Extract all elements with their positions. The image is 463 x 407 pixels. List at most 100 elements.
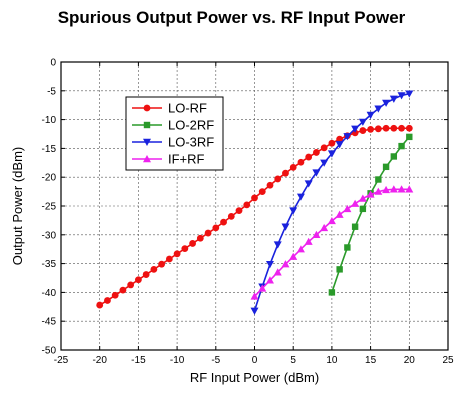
data-point-lo-3rf — [304, 180, 313, 188]
data-point-lo-rf — [251, 194, 258, 202]
data-point-if+rf — [327, 216, 336, 225]
x-tick-label: -10 — [170, 355, 185, 366]
x-tick-label: 20 — [404, 355, 416, 366]
data-point-lo-3rf — [366, 111, 375, 119]
data-point-if+rf — [405, 185, 414, 193]
data-point-lo-rf — [173, 250, 181, 258]
y-tick-label: -10 — [42, 115, 57, 126]
data-point-lo-rf — [374, 125, 382, 133]
data-point-lo-3rf — [397, 92, 406, 100]
data-point-lo-rf — [258, 188, 266, 196]
y-tick-label: -50 — [42, 346, 57, 357]
data-point-lo-rf — [227, 212, 235, 220]
data-point-if+rf — [389, 185, 398, 193]
data-point-lo-3rf — [358, 118, 367, 126]
x-tick-label: 0 — [252, 355, 258, 366]
data-point-lo-rf — [127, 281, 135, 289]
data-point-lo-rf — [382, 124, 390, 132]
data-point-lo-rf — [119, 286, 127, 294]
data-point-lo-rf — [266, 181, 274, 189]
data-point-lo-3rf — [250, 307, 259, 315]
data-point-lo-3rf — [382, 99, 391, 107]
data-point-lo-rf — [336, 135, 344, 143]
data-point-lo-rf — [367, 125, 374, 133]
data-point-lo-rf — [274, 175, 282, 183]
data-point-if+rf — [281, 260, 290, 268]
x-tick-label: -5 — [211, 355, 220, 366]
data-point-lo-rf — [158, 260, 166, 268]
legend-label-lo-rf: LO-RF — [168, 101, 207, 116]
y-tick-label: -30 — [42, 230, 57, 241]
x-tick-label: -15 — [131, 355, 146, 366]
y-tick-label: -15 — [42, 144, 57, 155]
legend-marker-lo-3rf — [143, 138, 151, 146]
data-point-lo-rf — [320, 144, 328, 152]
data-point-lo-2rf — [359, 205, 367, 213]
data-point-if+rf — [351, 199, 360, 207]
data-point-if+rf — [258, 284, 267, 292]
data-point-lo-2rf — [344, 244, 351, 251]
data-point-lo-rf — [189, 240, 196, 247]
y-tick-label: -35 — [42, 259, 57, 270]
data-point-lo-3rf — [296, 193, 305, 201]
x-tick-label: -20 — [92, 355, 107, 366]
data-point-lo-3rf — [281, 223, 290, 231]
data-point-lo-rf — [135, 276, 142, 284]
data-point-if+rf — [343, 204, 352, 213]
data-point-if+rf — [397, 185, 406, 193]
legend-label-lo-3rf: LO-3RF — [168, 135, 214, 150]
data-point-lo-rf — [313, 149, 320, 156]
chart-title: Spurious Output Power vs. RF Input Power — [57, 8, 406, 27]
y-tick-label: 0 — [50, 58, 56, 69]
legend-marker-lo-2rf — [143, 121, 151, 129]
data-point-if+rf — [289, 252, 298, 260]
x-tick-label: 10 — [326, 355, 338, 366]
data-point-lo-rf — [405, 124, 413, 132]
data-point-lo-3rf — [312, 169, 321, 177]
data-point-if+rf — [320, 223, 329, 232]
data-point-lo-3rf — [265, 260, 274, 269]
data-point-lo-3rf — [327, 150, 336, 158]
data-point-lo-rf — [142, 271, 150, 278]
y-tick-label: -25 — [42, 202, 57, 213]
data-point-if+rf — [296, 245, 305, 253]
data-point-lo-2rf — [382, 163, 390, 171]
data-point-lo-rf — [150, 265, 158, 273]
data-point-lo-rf — [359, 127, 367, 134]
data-point-lo-2rf — [351, 223, 359, 230]
x-tick-label: 5 — [290, 355, 296, 366]
x-axis-title: RF Input Power (dBm) — [190, 370, 319, 385]
data-point-lo-rf — [235, 207, 243, 215]
data-point-lo-2rf — [328, 289, 336, 296]
y-tick-label: -40 — [42, 288, 57, 299]
legend-label-lo-2rf: LO-2RF — [168, 118, 214, 133]
data-point-if+rf — [335, 210, 344, 218]
data-point-lo-rf — [196, 234, 204, 242]
data-point-lo-rf — [220, 218, 227, 226]
data-point-lo-rf — [165, 255, 173, 263]
data-point-if+rf — [265, 276, 274, 284]
x-tick-label: 25 — [442, 355, 454, 366]
data-point-if+rf — [250, 292, 259, 300]
data-point-lo-3rf — [335, 141, 344, 149]
x-tick-label: 15 — [365, 355, 377, 366]
data-point-lo-3rf — [374, 105, 383, 113]
data-point-lo-3rf — [405, 90, 414, 98]
data-point-lo-rf — [243, 201, 251, 209]
data-point-lo-rf — [181, 245, 189, 253]
x-tick-label: -25 — [54, 355, 69, 366]
data-point-if+rf — [304, 237, 313, 245]
data-point-lo-rf — [96, 301, 104, 309]
data-point-lo-rf — [212, 224, 220, 232]
data-point-lo-2rf — [336, 266, 343, 273]
data-point-lo-rf — [398, 124, 405, 132]
y-tick-label: -20 — [42, 173, 57, 184]
data-point-lo-rf — [390, 124, 398, 132]
data-point-lo-3rf — [273, 241, 282, 249]
data-point-lo-rf — [204, 229, 212, 237]
data-point-lo-2rf — [406, 133, 413, 141]
data-point-lo-2rf — [398, 142, 405, 150]
data-point-if+rf — [312, 230, 321, 238]
